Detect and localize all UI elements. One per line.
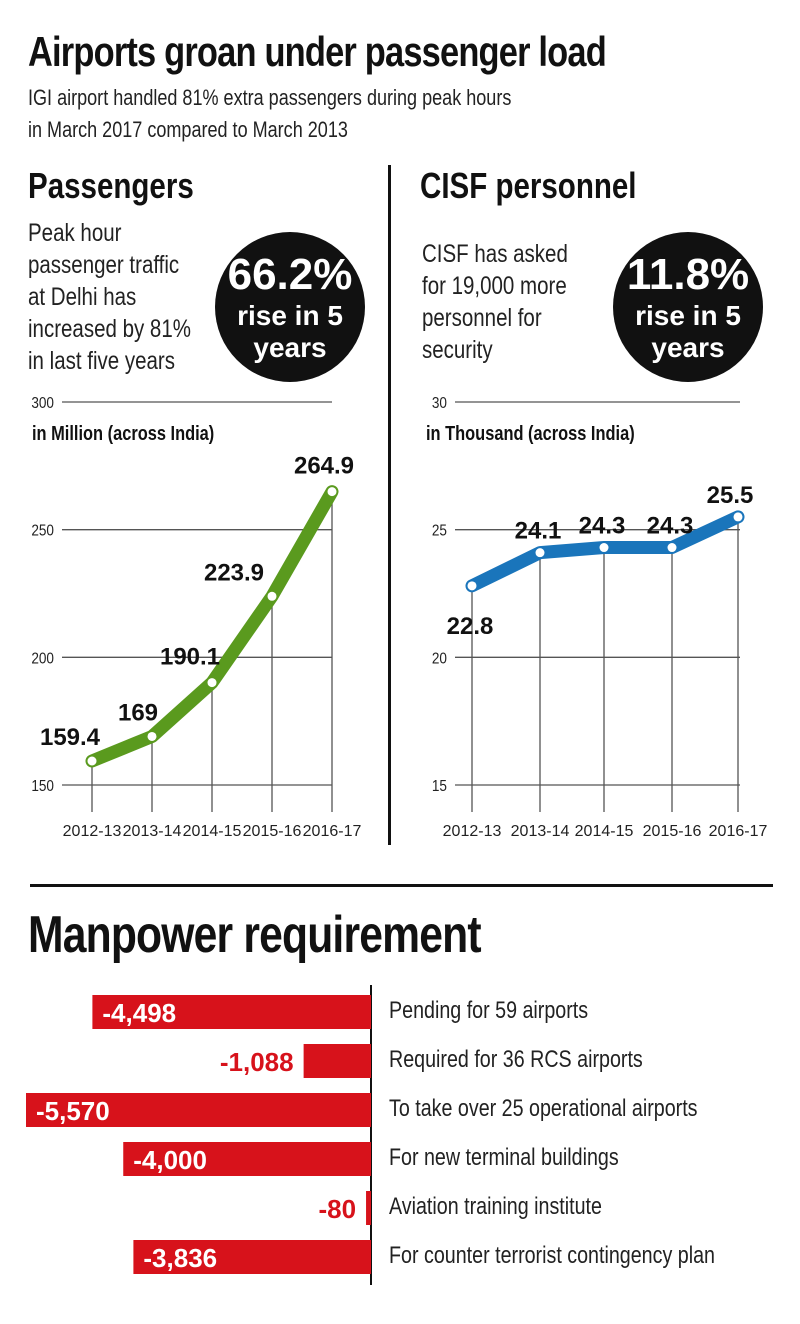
subtitle: IGI airport handled 81% extra passengers… — [28, 85, 512, 142]
bar-category-label: For counter terrorist contingency plan — [389, 1242, 715, 1269]
passengers-badge: 66.2% rise in 5 years — [215, 232, 365, 382]
bar — [133, 1240, 371, 1274]
x-tick-label: 2016-17 — [303, 823, 362, 840]
y-tick-label: 25 — [432, 523, 447, 540]
bar-value-label: -4,000 — [133, 1145, 207, 1175]
x-tick-label: 2013-14 — [123, 823, 182, 840]
y-tick-label: 200 — [31, 650, 54, 667]
data-label: 24.3 — [647, 513, 694, 540]
x-tick-label: 2012-13 — [63, 823, 122, 840]
bar-value-label: -1,088 — [220, 1047, 294, 1077]
x-tick-label: 2015-16 — [643, 823, 702, 840]
cisf-description: CISF has asked for 19,000 more personnel f… — [422, 240, 568, 364]
cisf-badge: 11.8% rise in 5 years — [613, 232, 763, 382]
data-label: 24.3 — [579, 513, 626, 540]
x-tick-label: 2012-13 — [443, 823, 502, 840]
bar — [123, 1142, 371, 1176]
bar-value-label: -5,570 — [36, 1096, 110, 1126]
data-label: 159.4 — [40, 724, 101, 751]
y-tick-label: 250 — [31, 523, 54, 540]
y-tick-label: 15 — [432, 778, 447, 795]
y-tick-label: 20 — [432, 650, 447, 667]
x-tick-label: 2014-15 — [183, 823, 242, 840]
manpower-heading: Manpower requirement — [28, 906, 482, 964]
passengers-unit-label: in Million (across India) — [32, 423, 215, 445]
bar-category-label: Pending for 59 airports — [389, 997, 589, 1024]
data-label: 22.8 — [447, 613, 494, 640]
data-label: 169 — [118, 699, 158, 726]
bar — [92, 995, 372, 1029]
bar — [303, 1044, 371, 1078]
data-point — [207, 678, 217, 688]
x-tick-label: 2016-17 — [709, 823, 768, 840]
data-point — [467, 581, 477, 591]
data-point — [147, 731, 157, 741]
bar-category-label: Required for 36 RCS airports — [389, 1046, 643, 1073]
cisf-heading: CISF personnel — [420, 165, 637, 206]
data-point — [733, 512, 743, 522]
x-tick-label: 2015-16 — [243, 823, 302, 840]
x-tick-label: 2014-15 — [575, 823, 634, 840]
y-tick-label: 30 — [432, 395, 447, 412]
data-point — [87, 756, 97, 766]
y-tick-label: 150 — [31, 778, 54, 795]
data-label: 223.9 — [204, 559, 264, 586]
section-divider — [388, 165, 391, 845]
data-point — [599, 543, 609, 553]
bar-category-label: Aviation training institute — [389, 1193, 602, 1220]
data-point — [535, 548, 545, 558]
data-label: 264.9 — [294, 453, 354, 480]
data-point — [667, 543, 677, 553]
bar-category-label: For new terminal buildings — [389, 1144, 619, 1171]
bar — [366, 1191, 371, 1225]
bar-value-label: -4,498 — [102, 998, 176, 1028]
x-tick-label: 2013-14 — [511, 823, 570, 840]
bar — [26, 1093, 371, 1127]
data-label: 24.1 — [515, 518, 562, 545]
bar-value-label: -3,836 — [143, 1243, 217, 1273]
data-label: 25.5 — [707, 482, 754, 509]
passengers-description: Peak hour passenger traffic at Delhi has in… — [28, 219, 191, 375]
page-title: Airports groan under passenger load — [28, 28, 607, 75]
manpower-divider — [30, 884, 773, 887]
bar-value-label: -80 — [318, 1194, 356, 1224]
data-label: 190.1 — [160, 644, 220, 671]
data-point — [327, 487, 337, 497]
cisf-unit-label: in Thousand (across India) — [426, 423, 635, 445]
passengers-heading: Passengers — [28, 165, 194, 206]
y-tick-label: 300 — [31, 395, 54, 412]
bar-category-label: To take over 25 operational airports — [389, 1095, 698, 1122]
data-point — [267, 591, 277, 601]
